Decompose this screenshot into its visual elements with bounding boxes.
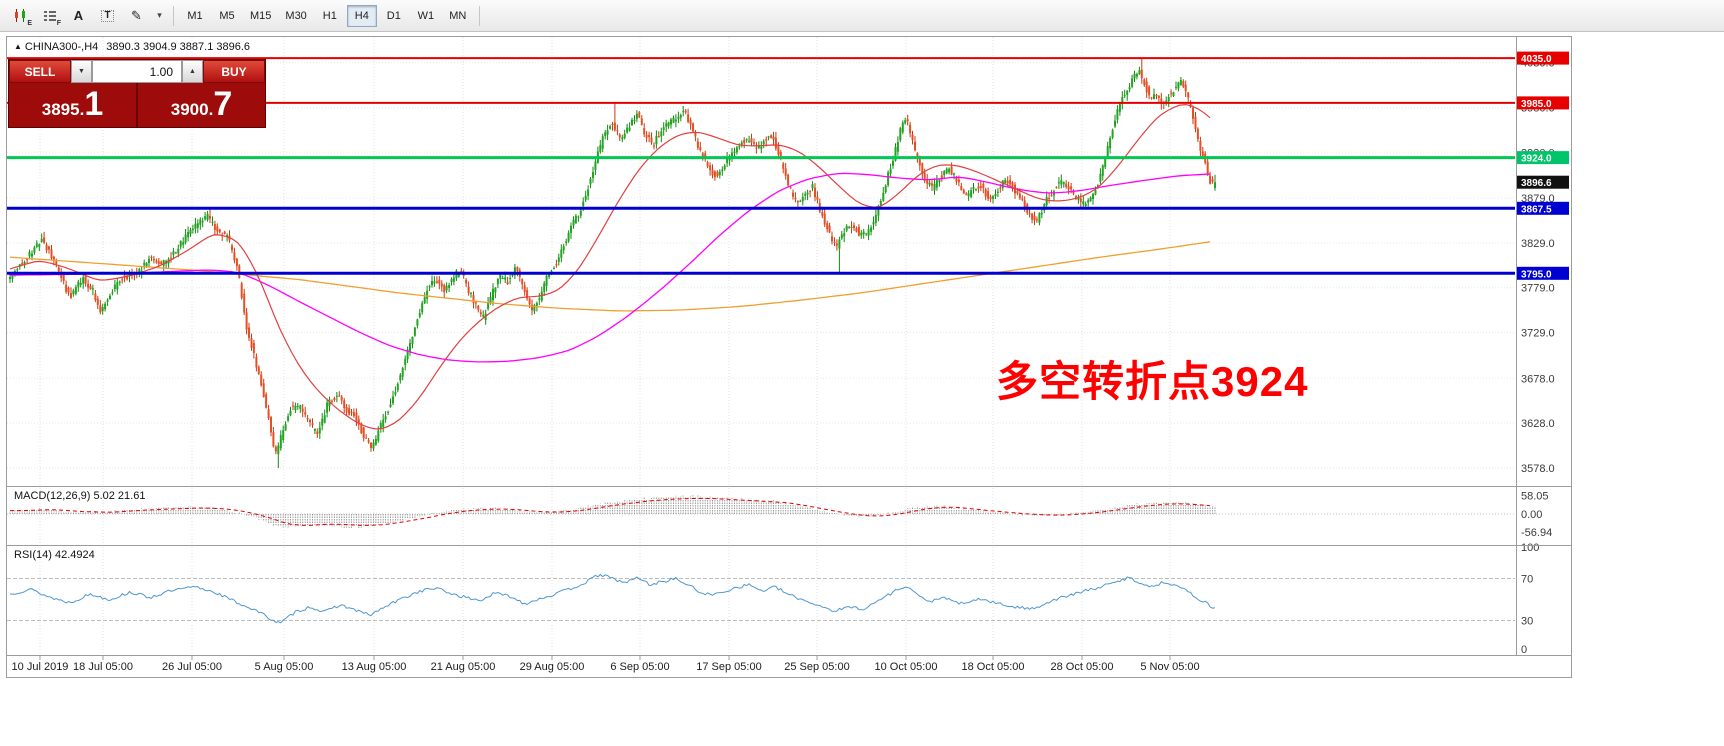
svg-text:25 Sep 05:00: 25 Sep 05:00 [784,661,849,673]
tool-badge: E [27,19,32,27]
ohlc-values: 3890.3 3904.9 3887.1 3896.6 [106,41,251,53]
svg-text:5 Aug 05:00: 5 Aug 05:00 [255,661,314,673]
candlestick-chart-button[interactable]: E [7,4,34,28]
svg-text:0.00: 0.00 [1521,509,1542,521]
timeframe-w1[interactable]: W1 [411,5,441,27]
rsi-line [9,573,1216,624]
svg-text:26 Jul 05:00: 26 Jul 05:00 [162,661,222,673]
svg-text:21 Aug 05:00: 21 Aug 05:00 [431,661,496,673]
svg-text:70: 70 [1521,574,1533,586]
buy-button[interactable]: BUY [203,60,265,83]
svg-text:3795.0: 3795.0 [1521,269,1552,280]
svg-text:3867.5: 3867.5 [1521,204,1552,215]
svg-text:-56.94: -56.94 [1521,527,1552,539]
macd-label: MACD(12,26,9) 5.02 21.61 [14,490,146,502]
macd-axis-labels: 58.05 0.00 -56.94 [1521,490,1552,539]
svg-text:3729.0: 3729.0 [1521,328,1555,340]
grid-icon [43,10,56,21]
timeframe-h4[interactable]: H4 [346,4,377,27]
text-t-icon: T [101,9,114,22]
toolbar: E F A T ✎ ▾ M1 M5 M15 M30 H1 H4 D1 W1 MN [0,0,1724,32]
svg-text:3779.0: 3779.0 [1521,283,1555,295]
list-grid-button[interactable]: F [36,4,63,28]
symbol-timeframe: CHINA300-,H4 [24,41,99,53]
sell-price-main: 3895. [41,100,85,119]
toolbar-separator [173,5,174,26]
price-tag: 3795.0 [1517,266,1569,280]
svg-text:18 Jul 05:00: 18 Jul 05:00 [73,661,133,673]
chart-window-border [6,36,1572,678]
svg-text:5 Nov 05:00: 5 Nov 05:00 [1140,661,1199,673]
time-axis-ticks [39,656,1171,660]
svg-text:10 Oct 05:00: 10 Oct 05:00 [875,661,938,673]
svg-text:13 Aug 05:00: 13 Aug 05:00 [342,661,407,673]
price-tag: 3985.0 [1517,96,1569,110]
one-click-trading-panel: SELL ▼ ▲ BUY 3895.1 3900.7 [8,59,266,128]
sell-price-display[interactable]: 3895. 1 [9,83,136,127]
rsi-label: RSI(14) 42.4924 [14,549,95,561]
time-axis-labels: 10 Jul 2019 18 Jul 05:00 26 Jul 05:00 5 Aug… [12,661,1200,673]
buy-price-pips: 7 [213,85,233,123]
ma-mid-magenta-line [10,172,1211,363]
label-a-icon: A [73,8,84,23]
timeframe-mn[interactable]: MN [443,5,473,27]
draw-tool-dropdown[interactable]: ▾ [152,4,167,28]
timeframe-h1[interactable]: H1 [315,5,345,27]
ma-fast-red-line [9,103,1211,430]
volume-decrease-button[interactable]: ▼ [71,60,92,83]
svg-text:17 Sep 05:00: 17 Sep 05:00 [696,661,761,673]
price-tag: 3867.5 [1517,201,1569,215]
macd-signal-line [10,497,1211,526]
toolbar-separator [478,5,480,26]
svg-text:3896.6: 3896.6 [1521,178,1552,189]
svg-text:0: 0 [1521,644,1527,656]
svg-text:3678.0: 3678.0 [1521,373,1555,385]
quote-displays: 3895. 1 3900. 7 [9,83,265,127]
svg-text:3985.0: 3985.0 [1521,99,1552,110]
candlestick-icon [15,9,25,22]
tool-badge: F [56,19,61,27]
svg-text:4035.0: 4035.0 [1521,54,1552,65]
pencil-icon: ✎ [131,8,142,23]
sell-button[interactable]: SELL [9,60,71,83]
chart-title-bar: ▲ CHINA300-,H4 3890.3 3904.9 3887.1 3896.6 [14,41,250,53]
timeframe-m1[interactable]: M1 [180,5,210,27]
buy-price-display[interactable]: 3900. 7 [136,83,265,127]
svg-text:3924.0: 3924.0 [1521,154,1552,165]
svg-text:30: 30 [1521,616,1533,628]
svg-text:6 Sep 05:00: 6 Sep 05:00 [610,661,669,673]
svg-text:3578.0: 3578.0 [1521,463,1555,475]
collapse-triangle-icon[interactable]: ▲ [14,42,22,51]
timeframe-m30[interactable]: M30 [279,5,312,27]
volume-increase-button[interactable]: ▲ [182,60,203,83]
ma-slow-orange-line [9,241,1211,312]
price-tag: 3896.6 [1517,175,1569,189]
buy-price-main: 3900. [170,100,214,119]
volume-input[interactable] [92,60,182,83]
svg-text:29 Aug 05:00: 29 Aug 05:00 [520,661,585,673]
svg-text:28 Oct 05:00: 28 Oct 05:00 [1051,661,1114,673]
trade-controls-row: SELL ▼ ▲ BUY [9,60,265,83]
annotation-text: 多空转折点3924 [996,358,1309,405]
chevron-down-icon: ▾ [157,10,162,20]
timeframe-d1[interactable]: D1 [379,5,409,27]
svg-text:10 Jul 2019: 10 Jul 2019 [12,661,69,673]
vertical-grid-lines [39,37,1171,654]
price-tag: 4035.0 [1517,51,1569,65]
draw-tool-button[interactable]: ✎ [123,4,150,28]
price-tag: 3924.0 [1517,151,1569,165]
svg-text:3829.0: 3829.0 [1521,238,1555,250]
svg-text:58.05: 58.05 [1521,490,1549,502]
timeframe-m5[interactable]: M5 [212,5,242,27]
svg-text:100: 100 [1521,542,1539,554]
svg-text:3628.0: 3628.0 [1521,418,1555,430]
sell-price-pips: 1 [84,85,104,123]
svg-text:18 Oct 05:00: 18 Oct 05:00 [962,661,1025,673]
macd-histogram [9,495,1216,529]
text-tool-button[interactable]: T [94,4,121,28]
label-tool-button[interactable]: A [65,4,92,28]
timeframe-m15[interactable]: M15 [244,5,277,27]
